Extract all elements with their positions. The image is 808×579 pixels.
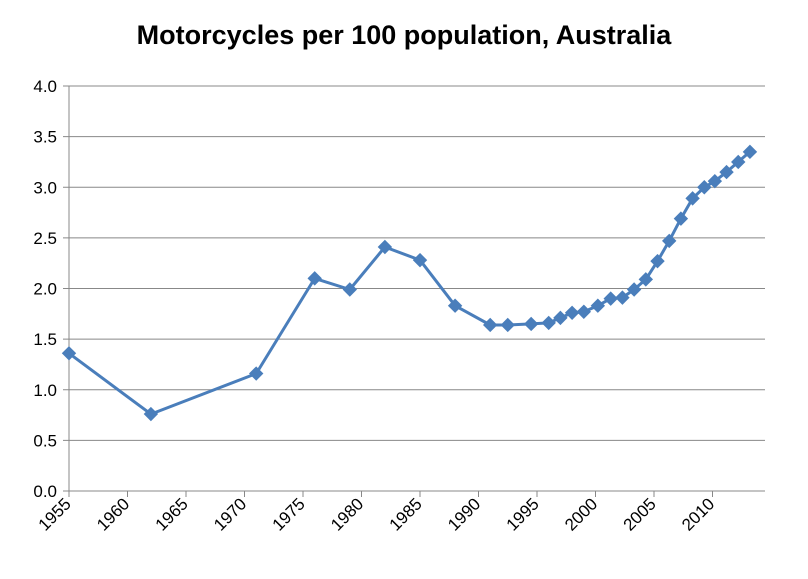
data-point — [447, 298, 463, 313]
data-point — [673, 211, 689, 226]
data-point — [500, 317, 515, 333]
y-tick-label: 1.0 — [33, 381, 57, 400]
x-tick-label: 2000 — [561, 494, 601, 534]
data-point — [541, 315, 556, 331]
data-point — [603, 291, 618, 306]
data-point — [248, 366, 264, 381]
data-point — [553, 310, 568, 326]
axes — [63, 85, 765, 497]
data-point — [731, 154, 746, 170]
x-tick-label: 1980 — [327, 494, 367, 534]
data-point — [650, 253, 665, 269]
x-tick-label: 1985 — [386, 494, 426, 534]
y-tick-label: 0.5 — [33, 431, 57, 450]
y-axis-tick-labels: 0.0 0.5 1.0 1.5 2.0 2.5 3.0 3.5 4.0 — [33, 77, 57, 501]
data-point — [626, 282, 642, 297]
data-point — [590, 298, 606, 313]
series — [61, 144, 758, 422]
data-point — [61, 346, 77, 361]
data-point — [307, 271, 322, 286]
y-tick-label: 2.5 — [33, 229, 57, 248]
data-point — [482, 317, 498, 333]
chart-title: Motorcycles per 100 population, Australi… — [136, 20, 672, 50]
data-point — [576, 304, 592, 319]
data-point — [662, 233, 677, 249]
data-point — [638, 272, 654, 287]
x-tick-label: 2010 — [678, 494, 718, 534]
gridlines — [69, 85, 765, 441]
data-point — [523, 316, 539, 332]
y-tick-label: 4.0 — [33, 77, 57, 96]
data-point — [564, 305, 580, 321]
y-tick-label: 3.5 — [33, 128, 57, 147]
data-point — [685, 191, 700, 206]
x-tick-label: 1965 — [152, 494, 192, 534]
x-tick-label: 1975 — [269, 494, 309, 534]
data-point — [697, 180, 712, 195]
data-point — [377, 239, 393, 255]
y-tick-label: 1.5 — [33, 330, 57, 349]
y-tick-label: 3.0 — [33, 178, 57, 197]
data-point — [143, 406, 159, 422]
x-axis-tick-labels: 1955 1960 1965 1970 1975 1980 1985 1990 1995 2000… — [35, 494, 719, 534]
y-tick-label: 2.0 — [33, 280, 57, 299]
data-point — [719, 164, 734, 180]
data-point — [342, 282, 358, 297]
data-point — [742, 144, 758, 160]
data-point — [615, 290, 630, 305]
x-tick-label: 1960 — [93, 494, 133, 534]
y-tick-label: 0.0 — [33, 482, 57, 501]
x-tick-label: 1990 — [444, 494, 484, 534]
x-tick-label: 1995 — [503, 494, 543, 534]
data-point — [412, 252, 428, 268]
x-tick-label: 1970 — [210, 494, 250, 534]
data-point — [707, 173, 723, 189]
x-tick-label: 2005 — [620, 494, 660, 534]
